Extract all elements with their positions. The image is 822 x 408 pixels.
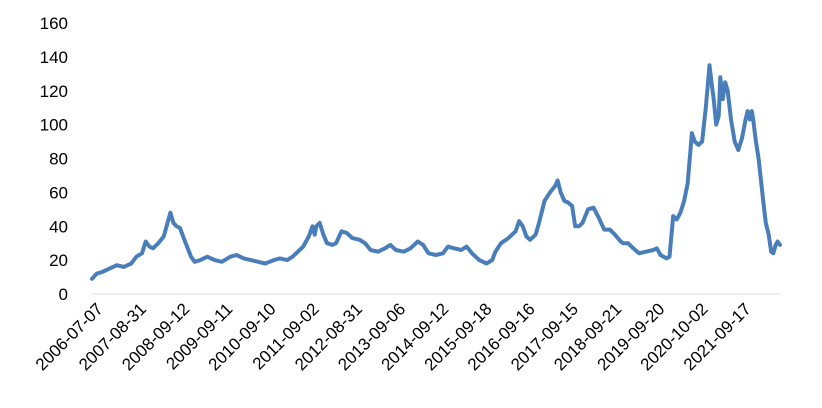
y-tick-label: 100 xyxy=(40,116,68,135)
y-tick-label: 80 xyxy=(49,150,68,169)
series-group xyxy=(92,65,780,278)
y-tick-label: 20 xyxy=(49,251,68,270)
series-line-0 xyxy=(92,65,780,278)
y-tick-label: 160 xyxy=(40,14,68,33)
y-tick-label: 120 xyxy=(40,82,68,101)
y-tick-label: 140 xyxy=(40,48,68,67)
y-tick-label: 0 xyxy=(59,285,68,304)
y-axis-tick-labels: 0 20 40 60 80 100 120 140 160 xyxy=(40,14,68,304)
x-axis-tick-labels: 2006-07-072007-08-312008-09-122009-09-11… xyxy=(32,299,755,374)
y-tick-label: 40 xyxy=(49,217,68,236)
y-tick-label: 60 xyxy=(49,183,68,202)
